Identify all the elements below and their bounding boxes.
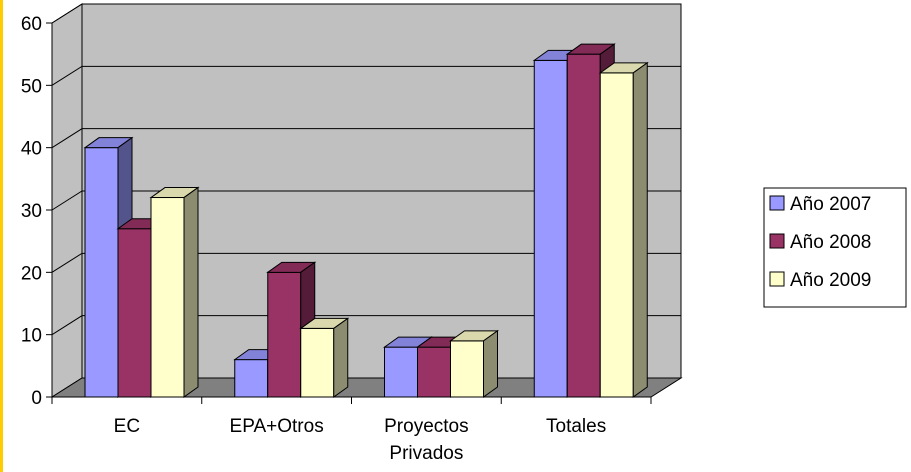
- bar-front: [566, 53, 601, 398]
- y-tick-label: 40: [21, 139, 42, 160]
- bar: [299, 317, 350, 398]
- gridline: [51, 252, 681, 273]
- y-tick-label: 10: [21, 326, 42, 347]
- legend-label: Año 2009: [790, 270, 871, 291]
- y-tick-label: 30: [21, 201, 42, 222]
- legend-item: Año 2007: [769, 194, 871, 215]
- bar-side: [483, 329, 498, 398]
- bar-front: [384, 346, 418, 398]
- y-tick-label: 60: [21, 14, 42, 35]
- legend-item: Año 2009: [769, 270, 871, 291]
- bar-front: [533, 59, 568, 398]
- bar: [149, 186, 200, 398]
- bar: [598, 61, 649, 398]
- bar-front: [300, 327, 335, 398]
- bar-front: [84, 147, 119, 398]
- category-axis: EC EPA+Otros Proyectos Privados Totales: [51, 396, 652, 464]
- legend-swatch: [769, 195, 785, 211]
- value-axis: 0 10 20 30 40 50 60: [21, 14, 53, 409]
- gridlines: [51, 3, 681, 336]
- legend-label: Año 2008: [790, 232, 871, 253]
- y-tick-label: 20: [21, 263, 42, 284]
- y-tick-label: 0: [31, 388, 42, 409]
- gridline: [51, 128, 681, 149]
- legend-label: Año 2007: [790, 194, 871, 215]
- category-label: Totales: [546, 416, 606, 437]
- y-tick-label: 50: [21, 76, 42, 97]
- bar-front: [150, 197, 185, 398]
- bar: [448, 329, 500, 398]
- bar-side: [183, 186, 199, 398]
- bar-front: [599, 72, 634, 398]
- legend-swatch: [769, 271, 785, 287]
- bar-front: [117, 228, 152, 398]
- legend-box: [763, 187, 907, 308]
- gridline: [51, 190, 681, 211]
- gridline: [51, 3, 681, 24]
- legend: Año 2007 Año 2008 Año 2009: [763, 187, 907, 308]
- bar-front: [450, 340, 484, 398]
- bar-side: [632, 61, 648, 398]
- bar-front: [234, 359, 269, 398]
- gridline: [51, 65, 681, 86]
- legend-item: Año 2008: [769, 232, 871, 253]
- gridline: [51, 315, 681, 336]
- category-label: EC: [114, 416, 140, 437]
- bar-front: [267, 271, 302, 398]
- legend-swatch: [769, 233, 785, 249]
- category-label: EPA+Otros: [230, 416, 324, 437]
- bar-side: [333, 317, 349, 398]
- bar-front: [417, 346, 451, 398]
- left-border-strip: [0, 0, 3, 472]
- category-label: Proyectos Privados: [384, 416, 468, 464]
